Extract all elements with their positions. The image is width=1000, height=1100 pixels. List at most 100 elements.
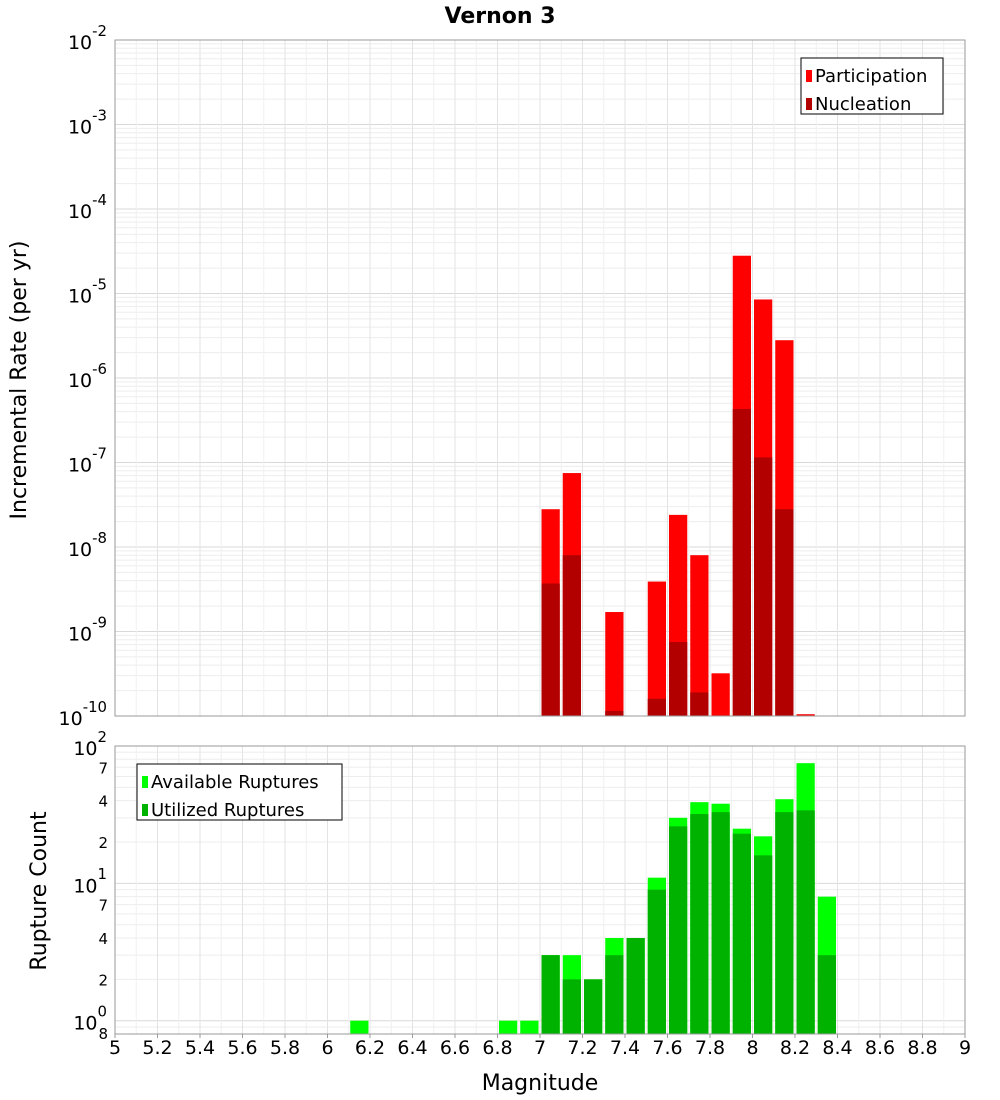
bar (711, 673, 730, 716)
x-tick-label: 8.6 (865, 1037, 895, 1059)
bar (562, 555, 581, 716)
bar (669, 642, 688, 716)
x-tick-label: 6.2 (355, 1037, 385, 1059)
bar (754, 457, 773, 716)
bar (541, 583, 560, 716)
x-tick-label: 5.4 (185, 1037, 215, 1059)
bar (520, 1020, 539, 1034)
bar (732, 408, 751, 716)
bar (499, 1020, 518, 1034)
legend-label: Available Ruptures (151, 772, 319, 793)
legend: Available Ruptures Utilized Ruptures (136, 763, 343, 821)
x-tick-label: 7.4 (610, 1037, 640, 1059)
bottom-y-axis-label: Rupture Count (27, 811, 52, 971)
y-tick-label: 10-5 (68, 275, 107, 307)
bar (605, 955, 624, 1034)
bar (647, 698, 666, 716)
plot-frame (114, 39, 966, 717)
x-tick-label: 5.6 (227, 1037, 257, 1059)
bar (669, 826, 688, 1034)
top-y-axis-label: Incremental Rate (per yr) (7, 241, 32, 520)
grid (114, 40, 966, 717)
x-tick-label: 6.4 (397, 1037, 427, 1059)
bar (626, 938, 645, 1034)
y-tick-label: 102 (73, 728, 107, 760)
bar (647, 581, 666, 716)
y-tick-label: 10-8 (68, 529, 107, 561)
y-tick-label: 10-4 (68, 191, 107, 223)
bar (690, 692, 709, 716)
y-tick-label: 10-6 (68, 360, 107, 392)
x-tick-label: 7.2 (567, 1037, 597, 1059)
svg-text:100: 100 (73, 1002, 107, 1034)
legend-swatch (142, 776, 148, 788)
x-tick-label: 5.2 (142, 1037, 172, 1059)
svg-text:10-7: 10-7 (68, 444, 107, 476)
bar (775, 509, 794, 716)
svg-text:102: 102 (73, 728, 107, 760)
bar (775, 812, 794, 1034)
bar (350, 1020, 369, 1034)
svg-text:10-4: 10-4 (68, 191, 107, 223)
legend-label: Nucleation (815, 94, 911, 115)
bar (817, 955, 836, 1034)
y-tick-label: 10-2 (68, 22, 107, 54)
x-tick-label: 9 (959, 1037, 971, 1059)
bar (605, 710, 624, 716)
chart-title: Vernon 3 (445, 4, 556, 29)
legend-label: Utilized Ruptures (151, 800, 304, 821)
legend-box (800, 57, 944, 115)
bar (584, 979, 603, 1034)
bar (562, 979, 581, 1034)
y-minor-tick-label: 2 (98, 834, 108, 852)
x-tick-label: 7.8 (695, 1037, 725, 1059)
x-tick-label: 7 (534, 1037, 546, 1059)
legend: Participation Nucleation (800, 57, 944, 115)
svg-text:10-8: 10-8 (68, 529, 107, 561)
x-tick-label: 8.8 (907, 1037, 937, 1059)
legend-box (136, 763, 343, 821)
x-tick-label: 8 (746, 1037, 758, 1059)
y-minor-tick-label: 4 (98, 793, 108, 811)
legend-swatch (806, 70, 812, 82)
bar (541, 955, 560, 1034)
y-tick-label: 10-10 (59, 698, 107, 730)
legend-swatch (142, 804, 148, 816)
x-tick-label: 6.6 (440, 1037, 470, 1059)
series-nucleation (541, 408, 794, 716)
x-axis-label: Magnitude (482, 1071, 599, 1096)
legend-swatch (806, 98, 812, 110)
bar (690, 555, 709, 716)
y-tick-label: 10-7 (68, 444, 107, 476)
svg-text:101: 101 (73, 865, 107, 897)
bar (796, 810, 815, 1034)
x-tick-label: 8.4 (822, 1037, 852, 1059)
svg-text:10-6: 10-6 (68, 360, 107, 392)
svg-text:10-3: 10-3 (68, 106, 107, 138)
x-tick-label: 5.8 (270, 1037, 300, 1059)
x-tick-label: 6 (321, 1037, 333, 1059)
bar (690, 813, 709, 1034)
legend-label: Participation (815, 66, 927, 87)
bar (711, 812, 730, 1034)
y-minor-tick-label: 4 (98, 930, 108, 948)
y-minor-tick-label: 7 (98, 897, 108, 915)
y-tick-label: 101 (73, 865, 107, 897)
series-utilized-ruptures (541, 810, 836, 1034)
y-tick-label: 10-3 (68, 106, 107, 138)
x-tick-label: 5 (109, 1037, 121, 1059)
y-minor-tick-label: 2 (98, 971, 108, 989)
svg-text:10-5: 10-5 (68, 275, 107, 307)
rupture-count-plot: 100 101 102 8 2 4 7 2 4 7 5 5.2 5.4 5.6 5.8 6 6.2 6.4 6.6 6… (73, 728, 971, 1059)
bar (754, 855, 773, 1034)
bar (732, 833, 751, 1034)
y-tick-label: 10-9 (68, 613, 107, 645)
bar (796, 714, 815, 716)
bar (605, 612, 624, 716)
bar (647, 889, 666, 1034)
x-tick-label: 8.2 (780, 1037, 810, 1059)
svg-text:10-9: 10-9 (68, 613, 107, 645)
x-tick-label: 6.8 (482, 1037, 512, 1059)
